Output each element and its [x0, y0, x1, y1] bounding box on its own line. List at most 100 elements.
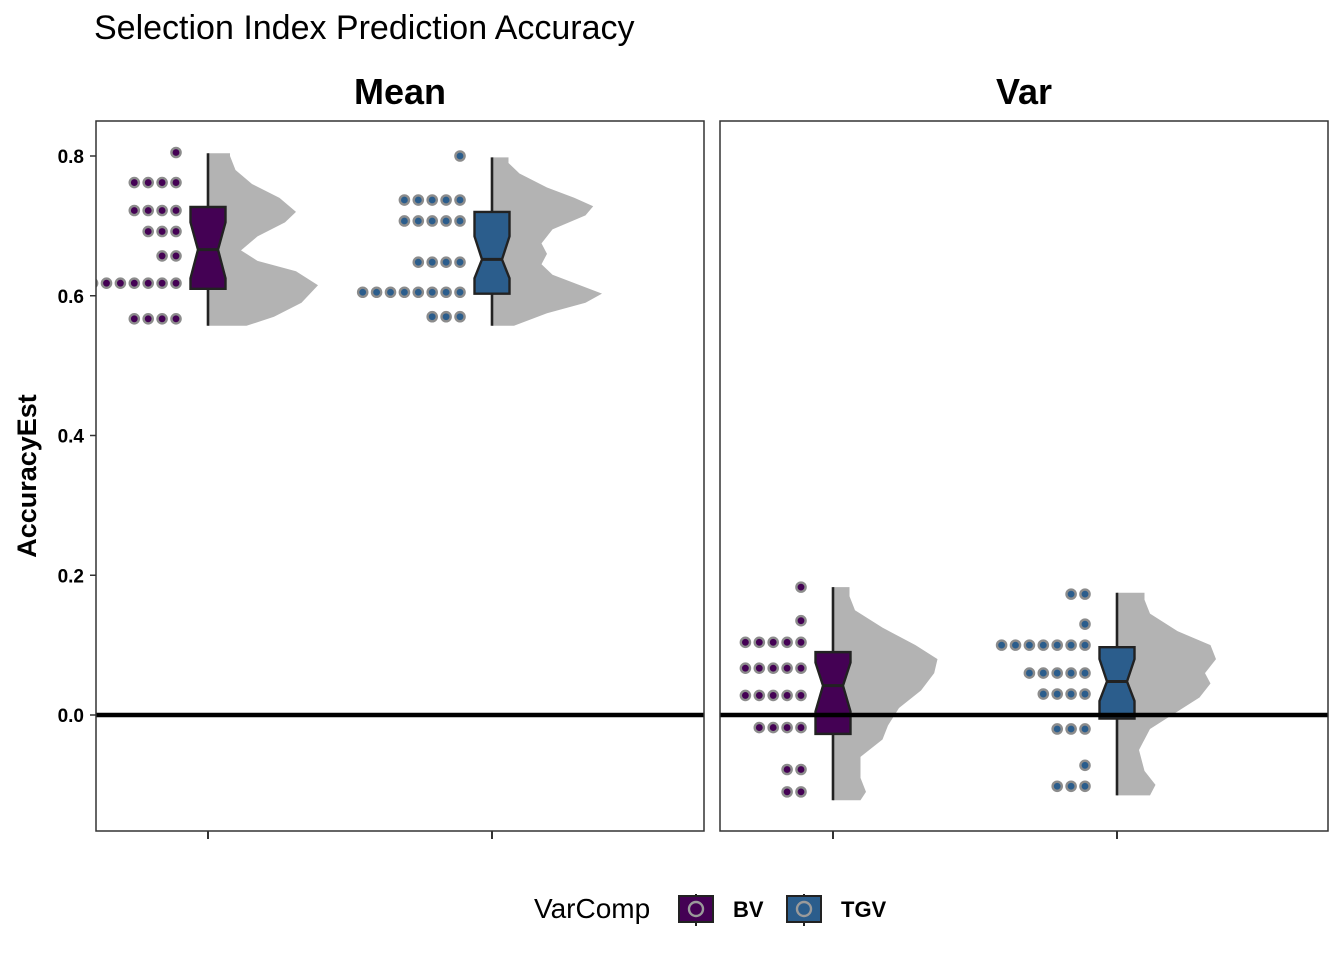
data-point — [156, 277, 168, 289]
data-point — [454, 194, 466, 206]
data-point — [1079, 780, 1091, 793]
data-point — [170, 277, 182, 289]
data-point — [1065, 588, 1077, 600]
panel-strip-title: Var — [996, 71, 1052, 112]
legend-entry-bv: BV — [678, 894, 764, 926]
data-point — [1079, 588, 1091, 600]
notched-box — [189, 205, 227, 290]
data-point — [426, 215, 439, 227]
data-point — [1023, 667, 1036, 679]
data-point — [128, 176, 141, 189]
data-point — [767, 721, 780, 734]
group-tgv — [995, 588, 1216, 796]
data-point — [156, 250, 168, 262]
data-point — [1037, 688, 1050, 700]
data-point — [170, 176, 182, 189]
data-point — [995, 639, 1008, 651]
data-point — [454, 310, 466, 323]
panel-content — [720, 581, 1328, 801]
data-point — [795, 786, 807, 798]
data-point — [156, 313, 168, 325]
data-point — [454, 286, 466, 299]
notched-box — [473, 210, 511, 295]
data-point — [1023, 639, 1036, 651]
data-point — [739, 636, 752, 649]
data-point — [1065, 723, 1077, 735]
data-point — [795, 581, 807, 593]
data-point — [753, 662, 766, 674]
data-point — [170, 313, 182, 325]
data-point — [142, 204, 154, 217]
data-point — [795, 689, 807, 702]
data-point — [170, 225, 182, 238]
data-point — [142, 225, 154, 238]
data-point — [767, 636, 780, 649]
y-axis-label: AccuracyEst — [12, 394, 42, 558]
panel-var: Var — [719, 71, 1329, 839]
legend-label: BV — [733, 897, 764, 922]
data-point — [426, 194, 439, 206]
data-point — [781, 662, 793, 674]
legend-title: VarComp — [534, 893, 650, 924]
data-point — [795, 763, 807, 776]
data-point — [1079, 618, 1091, 630]
y-tick-label: 0.6 — [58, 287, 84, 308]
data-point — [356, 286, 369, 299]
data-point — [753, 636, 766, 649]
y-tick-label: 0.0 — [58, 706, 84, 727]
data-point — [440, 286, 452, 299]
group-bv — [96, 146, 318, 326]
y-tick-label: 0.4 — [58, 427, 85, 448]
data-point — [440, 310, 452, 323]
data-point — [767, 689, 780, 702]
data-point — [412, 215, 425, 227]
data-point — [1051, 780, 1063, 793]
data-point — [1051, 723, 1063, 735]
data-point — [156, 204, 168, 217]
legend-key-dot — [687, 900, 705, 918]
panel-mean: Mean — [95, 71, 705, 839]
legend-label: TGV — [841, 897, 887, 922]
data-point — [795, 614, 807, 627]
data-point — [781, 689, 793, 702]
data-point — [1037, 639, 1050, 651]
data-point — [454, 150, 466, 162]
data-point — [454, 256, 466, 269]
data-point — [781, 636, 793, 649]
data-point — [440, 256, 452, 269]
data-point — [412, 256, 425, 269]
data-point — [1065, 780, 1077, 793]
data-point — [440, 194, 452, 206]
data-point — [1065, 667, 1077, 679]
data-point — [170, 204, 182, 217]
data-point — [753, 689, 766, 702]
panel-strip-title: Mean — [354, 71, 446, 112]
data-point — [128, 204, 141, 217]
data-point — [795, 636, 807, 649]
data-point — [1065, 639, 1077, 651]
data-point — [1009, 639, 1022, 651]
data-point — [100, 277, 113, 289]
data-point — [454, 215, 466, 227]
data-point — [767, 662, 780, 674]
data-point — [384, 286, 397, 299]
legend-entries: BV TGV — [678, 894, 887, 926]
data-point — [398, 286, 411, 299]
data-point — [1051, 667, 1063, 679]
data-point — [1079, 688, 1091, 700]
data-point — [781, 721, 793, 734]
data-point — [114, 277, 127, 289]
density-cloud — [492, 157, 602, 326]
density-cloud — [833, 587, 938, 801]
data-point — [412, 194, 425, 206]
data-point — [398, 215, 411, 227]
data-point — [781, 763, 793, 776]
data-point — [142, 176, 154, 189]
data-point — [142, 277, 154, 289]
data-point — [739, 662, 752, 674]
notched-box — [814, 650, 852, 736]
group-bv — [739, 581, 938, 801]
legend-entry-tgv: TGV — [786, 894, 887, 926]
data-point — [398, 194, 411, 206]
data-point — [128, 313, 141, 325]
